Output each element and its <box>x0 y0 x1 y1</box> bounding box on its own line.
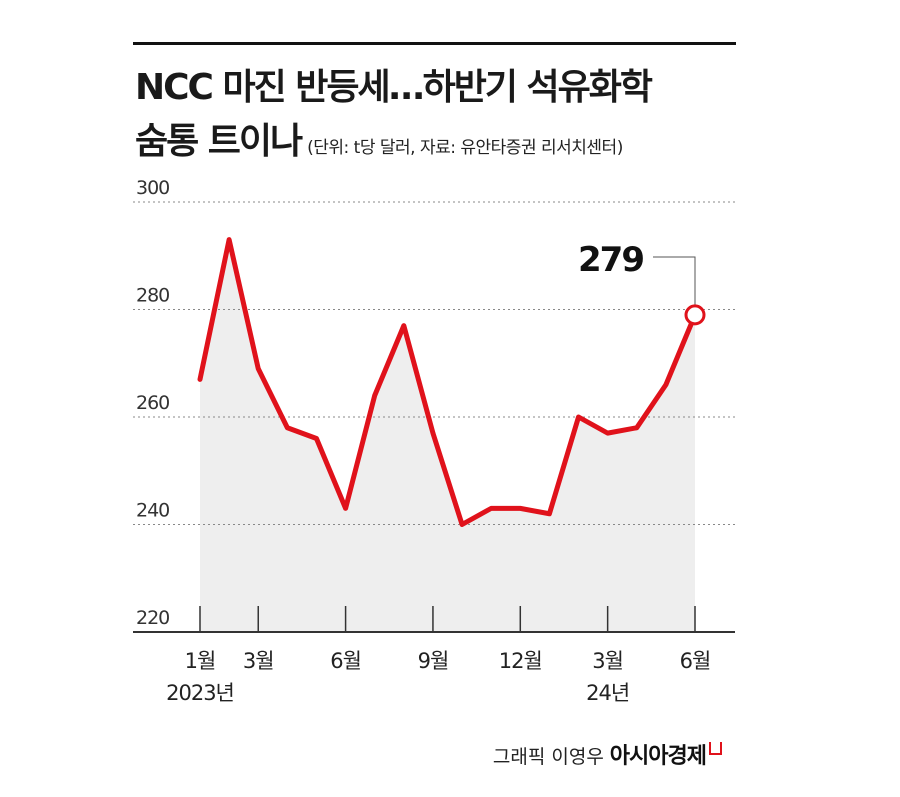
y-tick-label: 220 <box>136 607 169 629</box>
footer-credit: 그래픽 이영우 아시아경제 <box>493 738 722 770</box>
x-tick-label: 1월 <box>185 649 216 673</box>
x-tick-label: 3월 <box>592 649 623 673</box>
chart-title-line1: NCC 마진 반등세…하반기 석유화학 <box>135 67 653 108</box>
publisher-brand: 아시아경제 <box>609 744 707 769</box>
y-tick-label: 260 <box>136 392 169 414</box>
x-tick-label: 3월 <box>243 649 274 673</box>
brand-mark-icon <box>709 742 722 755</box>
annotation-value-label: 279 <box>578 240 643 280</box>
last-point-marker <box>684 304 706 326</box>
x-tick-label: 6월 <box>680 649 711 673</box>
graphic-credit: 그래픽 이영우 <box>492 746 604 768</box>
unit-source-note: (단위: t당 달러, 자료: 유안타증권 리서치센터) <box>307 138 623 158</box>
annotation-leader <box>653 256 696 305</box>
area-fill <box>200 239 695 632</box>
x-tick-label: 12월 <box>499 649 542 673</box>
x-tick-sublabel: 24년 <box>586 681 629 705</box>
y-tick-label: 240 <box>136 500 169 522</box>
y-tick-label: 280 <box>136 285 169 307</box>
series-line <box>197 237 698 527</box>
title-top-rule <box>133 42 736 45</box>
chart-title-line2: 숨통 트이나 (단위: t당 달러, 자료: 유안타증권 리서치센터) <box>135 112 623 164</box>
x-tick-sublabel: 2023년 <box>166 681 234 705</box>
y-tick-label: 300 <box>136 177 169 199</box>
x-tick-label: 6월 <box>330 649 361 673</box>
x-tick-label: 9월 <box>418 649 449 673</box>
chart-title-line2-text: 숨통 트이나 <box>135 121 303 162</box>
